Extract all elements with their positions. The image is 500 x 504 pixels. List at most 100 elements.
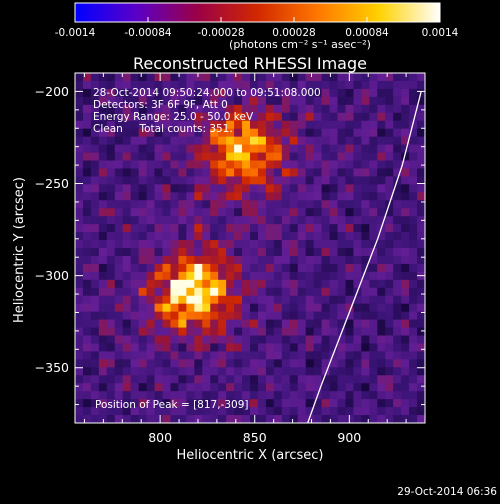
heatmap-cell bbox=[273, 80, 283, 90]
heatmap-cell bbox=[329, 279, 338, 289]
heatmap-cell bbox=[321, 112, 330, 122]
heatmap-cell bbox=[114, 192, 124, 201]
heatmap-cell bbox=[305, 271, 315, 281]
heatmap-cell bbox=[242, 176, 251, 185]
heatmap-cell bbox=[361, 279, 370, 289]
heatmap-cell bbox=[297, 383, 307, 392]
heatmap-cell bbox=[257, 160, 267, 169]
heatmap-cell bbox=[353, 80, 362, 90]
solar-limb-curve bbox=[307, 91, 422, 423]
heatmap-cell bbox=[377, 96, 386, 106]
heatmap-cell bbox=[234, 96, 243, 106]
heatmap-cell bbox=[114, 200, 124, 209]
heatmap-cell bbox=[98, 128, 108, 138]
heatmap-cell bbox=[114, 80, 124, 90]
heatmap-cell bbox=[202, 311, 211, 320]
heatmap-cell bbox=[98, 375, 108, 384]
heatmap-cell bbox=[417, 96, 425, 106]
heatmap-cell bbox=[353, 399, 362, 408]
heatmap-cell bbox=[114, 232, 124, 241]
heatmap-cell bbox=[345, 128, 354, 138]
heatmap-cell bbox=[401, 319, 410, 328]
heatmap-cell bbox=[226, 375, 235, 384]
heatmap-cell bbox=[409, 279, 418, 289]
heatmap-cell bbox=[170, 359, 179, 368]
heatmap-cell bbox=[289, 319, 299, 328]
heatmap-cell bbox=[329, 136, 338, 145]
chart-title: Reconstructed RHESSI Image bbox=[133, 54, 367, 73]
heatmap-cell bbox=[242, 407, 251, 416]
heatmap-cell bbox=[321, 383, 330, 392]
heatmap-cell bbox=[369, 279, 378, 289]
heatmap-cell bbox=[281, 112, 291, 122]
heatmap-cell bbox=[337, 399, 346, 408]
heatmap-cell bbox=[154, 303, 163, 313]
heatmap-cell bbox=[234, 176, 243, 185]
heatmap-cell bbox=[90, 224, 100, 233]
heatmap-cell bbox=[401, 399, 410, 408]
heatmap-cell bbox=[409, 73, 418, 82]
heatmap-cell bbox=[82, 144, 92, 153]
heatmap-cell bbox=[162, 112, 171, 122]
heatmap-cell bbox=[345, 152, 354, 161]
heatmap-cell bbox=[218, 295, 227, 305]
heatmap-cell bbox=[361, 335, 370, 344]
heatmap-cell bbox=[345, 224, 354, 233]
heatmap-cell bbox=[273, 415, 283, 423]
heatmap-cell bbox=[234, 248, 243, 257]
heatmap-cell bbox=[361, 240, 370, 249]
heatmap-cell bbox=[265, 224, 275, 233]
heatmap-cell bbox=[329, 311, 338, 320]
heatmap-cell bbox=[250, 295, 259, 305]
heatmap-cell bbox=[369, 73, 378, 82]
heatmap-cell bbox=[265, 415, 275, 423]
heatmap-cell bbox=[202, 279, 211, 289]
heatmap-cell bbox=[90, 208, 100, 217]
heatmap-cell bbox=[138, 184, 147, 193]
heatmap-cell bbox=[82, 232, 92, 241]
heatmap-cell bbox=[250, 144, 259, 153]
heatmap-cell bbox=[138, 391, 147, 400]
heatmap-cell bbox=[218, 104, 227, 114]
heatmap-cell bbox=[401, 73, 410, 82]
x-axis: 800 850 900 bbox=[83, 73, 426, 445]
heatmap-cell bbox=[369, 160, 378, 169]
heatmap-cell bbox=[218, 176, 227, 185]
heatmap-cell bbox=[162, 327, 171, 336]
heatmap-cell bbox=[242, 168, 251, 177]
heatmap-cell bbox=[417, 168, 425, 177]
heatmap-cell bbox=[82, 367, 92, 376]
heatmap-cell bbox=[122, 176, 132, 185]
heatmap-cell bbox=[337, 120, 346, 130]
heatmap-cell bbox=[122, 160, 132, 169]
heatmap-cell bbox=[90, 96, 100, 106]
heatmap-cell bbox=[377, 144, 386, 153]
heatmap-cell bbox=[75, 303, 84, 313]
heatmap-cell bbox=[265, 216, 275, 225]
heatmap-cell bbox=[98, 216, 108, 225]
heatmap-cell bbox=[265, 208, 275, 217]
heatmap-cell bbox=[210, 279, 219, 289]
heatmap-cell bbox=[289, 168, 299, 177]
heatmap-cell bbox=[82, 152, 92, 161]
heatmap-cell bbox=[186, 216, 195, 225]
heatmap-cell bbox=[369, 120, 378, 130]
heatmap-cell bbox=[154, 383, 163, 392]
heatmap-cell bbox=[194, 319, 203, 328]
heatmap-cell bbox=[114, 367, 124, 376]
heatmap-cell bbox=[114, 255, 124, 265]
heatmap-cell bbox=[226, 399, 235, 408]
heatmap-cell bbox=[361, 303, 370, 313]
heatmap-cell bbox=[170, 391, 179, 400]
heatmap-cell bbox=[329, 96, 338, 106]
heatmap-cell bbox=[234, 335, 243, 344]
heatmap-cell bbox=[369, 224, 378, 233]
heatmap-cell bbox=[114, 168, 124, 177]
heatmap-cell bbox=[122, 399, 132, 408]
heatmap-cell bbox=[146, 232, 155, 241]
heatmap-cell bbox=[210, 104, 219, 114]
heatmap-cell bbox=[202, 80, 211, 90]
heatmap-cell bbox=[297, 104, 307, 114]
heatmap-cell bbox=[218, 240, 227, 249]
